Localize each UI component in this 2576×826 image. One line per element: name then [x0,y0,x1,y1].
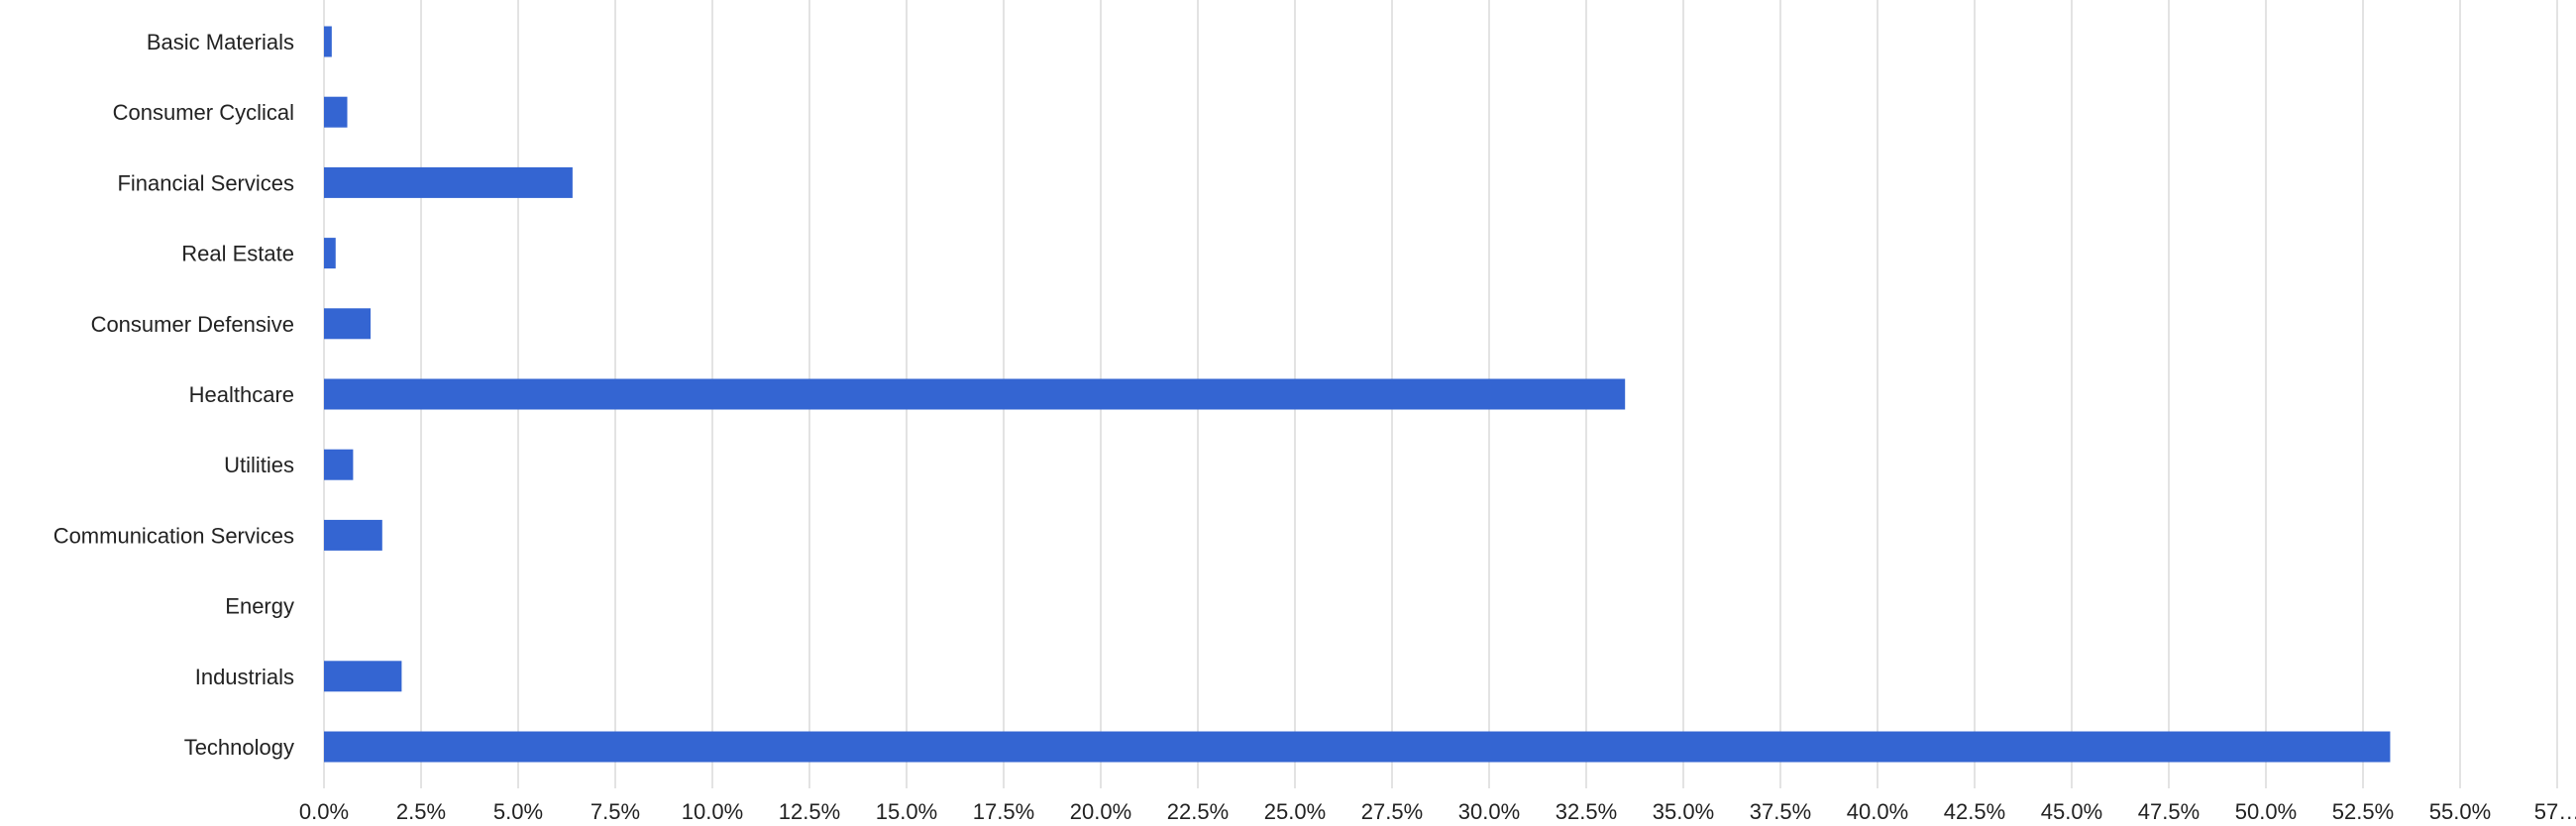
x-tick-label: 47.5% [2138,799,2200,824]
category-label: Consumer Cyclical [113,100,294,125]
x-tick-label: 15.0% [876,799,937,824]
x-tick-label: 7.5% [590,799,640,824]
bar[interactable] [324,308,372,340]
x-tick-label: 45.0% [2041,799,2102,824]
category-label: Energy [225,594,294,619]
x-tick-label: 35.0% [1653,799,1714,824]
x-tick-label: 10.0% [682,799,743,824]
category-label: Technology [184,735,294,760]
x-tick-label: 42.5% [1944,799,2005,824]
x-tick-label: 52.5% [2332,799,2394,824]
x-tick-label: 0.0% [299,799,349,824]
category-label: Basic Materials [147,30,294,54]
bar[interactable] [324,166,573,198]
x-tick-label: 22.5% [1167,799,1229,824]
bar[interactable] [324,449,354,480]
category-label: Communication Services [54,523,294,548]
x-tick-label: 27.5% [1361,799,1423,824]
bar[interactable] [324,519,382,551]
x-tick-label: 25.0% [1264,799,1326,824]
category-label: Healthcare [189,382,294,407]
x-tick-label: 37.5% [1750,799,1811,824]
bar[interactable] [324,96,348,128]
x-tick-label: 50.0% [2235,799,2297,824]
category-label: Consumer Defensive [91,312,294,337]
x-tick-label: 17.5% [973,799,1034,824]
bar[interactable] [324,378,1626,410]
category-label: Utilities [224,453,294,477]
category-labels: Basic Materials Consumer Cyclical Financia… [54,30,294,760]
x-tick-label: 55.0% [2429,799,2491,824]
x-tick-label: 2.5% [396,799,446,824]
x-tick-label: 12.5% [779,799,840,824]
bar[interactable] [324,238,336,269]
category-label: Industrials [195,665,294,689]
bar[interactable] [324,26,332,57]
bar[interactable] [324,731,2391,763]
x-tick-label: 57… [2534,799,2576,824]
x-tick-label: 40.0% [1847,799,1908,824]
bar[interactable] [324,661,402,692]
x-tick-label: 20.0% [1070,799,1131,824]
x-tick-label: 5.0% [493,799,543,824]
category-label: Financial Services [117,170,294,195]
x-tick-label: 30.0% [1458,799,1520,824]
bars [324,26,2391,763]
category-label: Real Estate [181,242,294,266]
x-tick-labels: 0.0% 2.5% 5.0% 7.5% 10.0% 12.5% 15.0% 17.5% 20.0… [299,799,2576,824]
x-tick-label: 32.5% [1556,799,1617,824]
